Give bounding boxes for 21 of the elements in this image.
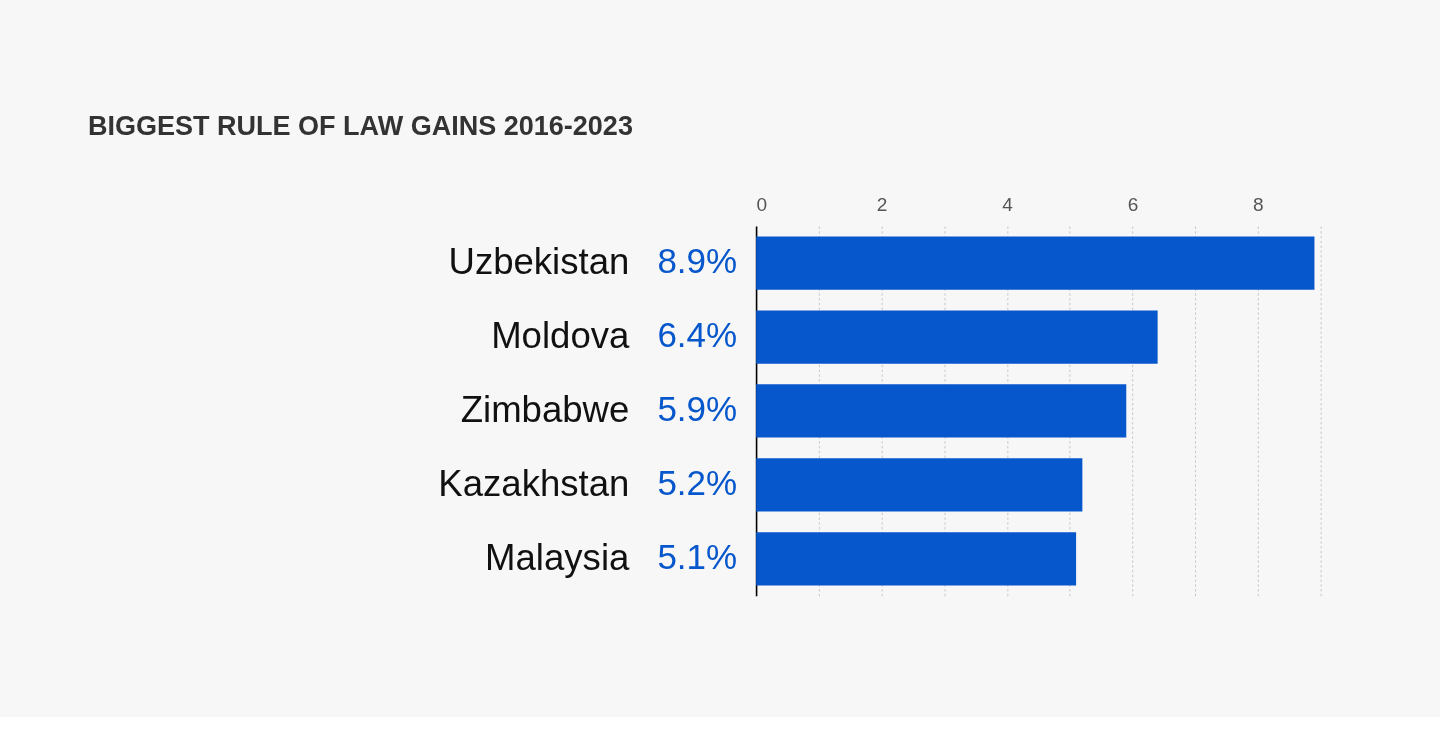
- x-tick-label: 2: [876, 194, 888, 216]
- text: BIGGEST RULE OF LAW GAINS 2016-2023: [87, 110, 633, 141]
- data-label: 6.4%: [657, 315, 738, 355]
- data-label: 5.1%: [657, 537, 738, 577]
- x-tick-label: 0: [756, 194, 768, 216]
- bar: [756, 458, 1083, 512]
- data-label: 8.9%: [657, 241, 738, 281]
- x-tick-label: 6: [1127, 194, 1139, 216]
- y-tick-label: Zimbabwe: [460, 389, 630, 431]
- bar: [756, 532, 1077, 586]
- bar: [756, 236, 1315, 290]
- y-tick-label: Kazakhstan: [438, 463, 630, 505]
- bar: [756, 384, 1127, 438]
- y-tick-label: Malaysia: [485, 537, 631, 579]
- x-tick-label: 4: [1002, 194, 1014, 216]
- bar: [756, 310, 1158, 364]
- data-label: 5.2%: [657, 463, 738, 503]
- data-label: 5.9%: [657, 389, 738, 429]
- y-tick-label: Moldova: [491, 315, 631, 357]
- x-tick-label: 8: [1253, 194, 1264, 216]
- y-tick-label: Uzbekistan: [448, 241, 630, 283]
